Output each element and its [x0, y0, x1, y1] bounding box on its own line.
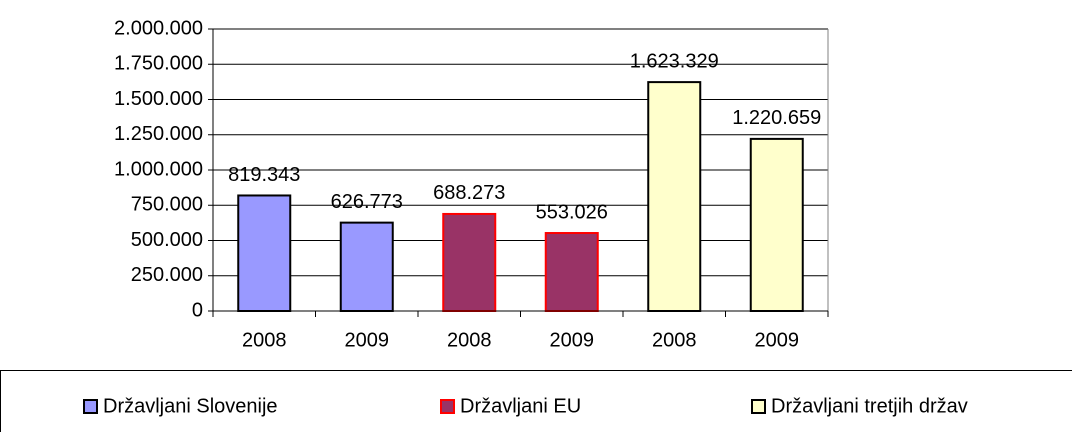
y-tick-label: 250.000: [131, 264, 203, 286]
x-tick-label: 2008: [652, 329, 697, 351]
y-tick-label: 0: [192, 299, 203, 321]
legend-label: Državljani Slovenije: [103, 395, 278, 417]
y-tick-label: 1.750.000: [114, 53, 203, 75]
x-tick-label: 2008: [447, 329, 492, 351]
y-tick-label: 1.250.000: [114, 123, 203, 145]
bar: [647, 81, 702, 312]
x-tick-label: 2009: [345, 329, 390, 351]
legend-box: [0, 370, 1072, 432]
legend-swatch: [83, 399, 98, 414]
y-tick-label: 2.000.000: [114, 17, 203, 39]
value-label: 688.273: [433, 182, 505, 204]
y-tick-label: 1.000.000: [114, 158, 203, 180]
legend-label: Državljani tretjih držav: [771, 395, 968, 417]
value-label: 819.343: [228, 164, 300, 186]
value-label: 1.220.659: [732, 107, 821, 129]
value-label: 1.623.329: [630, 50, 719, 72]
legend-swatch: [440, 399, 455, 414]
bar: [749, 137, 804, 312]
bar: [442, 212, 497, 312]
y-tick-label: 1.500.000: [114, 88, 203, 110]
x-tick-label: 2008: [242, 329, 287, 351]
y-tick-label: 750.000: [131, 194, 203, 216]
bar: [339, 221, 394, 312]
legend-swatch: [751, 399, 766, 414]
legend-label: Državljani EU: [460, 395, 581, 417]
value-label: 553.026: [536, 201, 608, 223]
bar: [237, 194, 292, 313]
x-tick-label: 2009: [550, 329, 595, 351]
bar: [544, 232, 599, 312]
value-label: 626.773: [331, 191, 403, 213]
x-tick-label: 2009: [755, 329, 800, 351]
y-tick-label: 500.000: [131, 229, 203, 251]
